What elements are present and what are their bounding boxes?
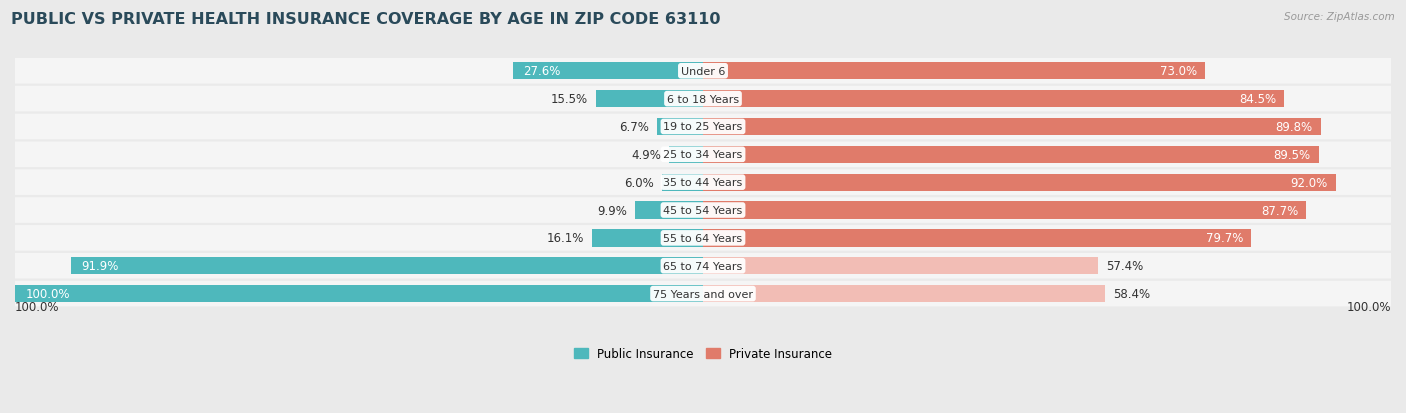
Text: 89.8%: 89.8% [1275, 121, 1313, 134]
Text: 45 to 54 Years: 45 to 54 Years [664, 206, 742, 216]
Text: Source: ZipAtlas.com: Source: ZipAtlas.com [1284, 12, 1395, 22]
Text: 55 to 64 Years: 55 to 64 Years [664, 233, 742, 243]
Bar [703, 91, 1284, 108]
FancyBboxPatch shape [0, 114, 1406, 140]
Bar [636, 202, 703, 219]
Bar [703, 119, 1320, 136]
Bar [596, 91, 703, 108]
FancyBboxPatch shape [0, 87, 1406, 112]
FancyBboxPatch shape [0, 170, 1406, 195]
FancyBboxPatch shape [0, 59, 1406, 84]
Bar [703, 63, 1205, 80]
Text: 6 to 18 Years: 6 to 18 Years [666, 95, 740, 104]
Text: 6.0%: 6.0% [624, 176, 654, 189]
Text: 58.4%: 58.4% [1114, 287, 1150, 300]
Bar [703, 202, 1306, 219]
Text: 15.5%: 15.5% [551, 93, 588, 106]
Text: 25 to 34 Years: 25 to 34 Years [664, 150, 742, 160]
Bar [669, 146, 703, 164]
Text: 92.0%: 92.0% [1291, 176, 1327, 189]
Text: 9.9%: 9.9% [596, 204, 627, 217]
Text: 27.6%: 27.6% [523, 65, 561, 78]
Text: 57.4%: 57.4% [1107, 260, 1143, 273]
Text: 75 Years and over: 75 Years and over [652, 289, 754, 299]
Text: 79.7%: 79.7% [1206, 232, 1243, 245]
FancyBboxPatch shape [0, 281, 1406, 306]
Text: 4.9%: 4.9% [631, 148, 661, 161]
Text: 35 to 44 Years: 35 to 44 Years [664, 178, 742, 188]
Text: 16.1%: 16.1% [547, 232, 583, 245]
Text: 100.0%: 100.0% [15, 300, 59, 313]
Text: Under 6: Under 6 [681, 66, 725, 76]
Text: 91.9%: 91.9% [82, 260, 118, 273]
Bar [703, 285, 1105, 302]
Text: 73.0%: 73.0% [1160, 65, 1197, 78]
Text: 6.7%: 6.7% [619, 121, 648, 134]
Bar [703, 230, 1251, 247]
Text: 65 to 74 Years: 65 to 74 Years [664, 261, 742, 271]
Text: 87.7%: 87.7% [1261, 204, 1298, 217]
FancyBboxPatch shape [0, 198, 1406, 223]
Bar [15, 285, 703, 302]
FancyBboxPatch shape [0, 225, 1406, 251]
Bar [662, 174, 703, 191]
Bar [703, 257, 1098, 275]
Text: 100.0%: 100.0% [1347, 300, 1391, 313]
Text: 100.0%: 100.0% [25, 287, 70, 300]
Legend: Public Insurance, Private Insurance: Public Insurance, Private Insurance [569, 342, 837, 365]
Text: 84.5%: 84.5% [1239, 93, 1277, 106]
Text: 89.5%: 89.5% [1274, 148, 1310, 161]
Text: 19 to 25 Years: 19 to 25 Years [664, 122, 742, 132]
Bar [70, 257, 703, 275]
FancyBboxPatch shape [0, 253, 1406, 279]
Bar [657, 119, 703, 136]
FancyBboxPatch shape [0, 142, 1406, 168]
Text: PUBLIC VS PRIVATE HEALTH INSURANCE COVERAGE BY AGE IN ZIP CODE 63110: PUBLIC VS PRIVATE HEALTH INSURANCE COVER… [11, 12, 721, 27]
Bar [703, 174, 1336, 191]
Bar [513, 63, 703, 80]
Bar [703, 146, 1319, 164]
Bar [592, 230, 703, 247]
